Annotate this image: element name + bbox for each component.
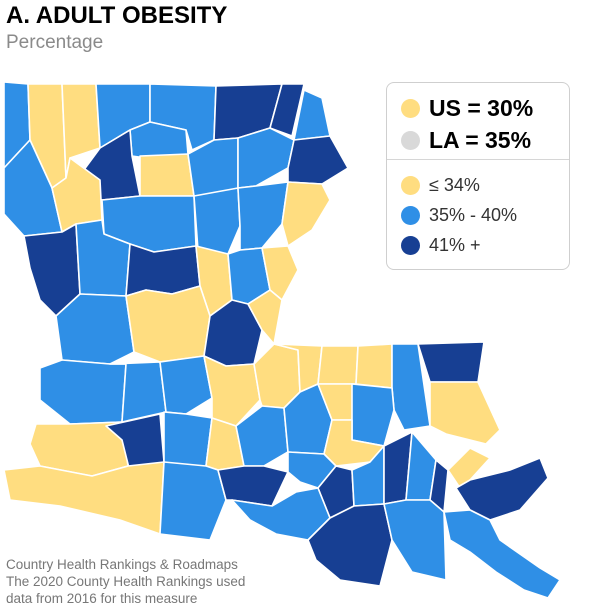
parish-p-c3 xyxy=(139,153,195,197)
parish-p-c10 xyxy=(125,243,201,297)
parish-p-e10 xyxy=(429,381,501,445)
parish-p-c8 xyxy=(193,187,241,255)
parish-p-w5 xyxy=(55,293,135,365)
legend-low-label: ≤ 34% xyxy=(429,175,480,195)
legend-mid-swatch xyxy=(401,206,420,225)
parish-p-e6 xyxy=(317,345,359,385)
legend-us-label: US = 30% xyxy=(429,95,534,121)
parish-p-c13 xyxy=(125,285,211,363)
parish-p-e2 xyxy=(261,245,299,301)
legend-la-swatch xyxy=(401,131,420,150)
legend: US = 30% LA = 35% ≤ 34% 35% - 40% 41% + xyxy=(386,82,570,270)
legend-us-row: US = 30% xyxy=(401,95,533,122)
parish-p-b3 xyxy=(217,465,289,507)
legend-la-row: LA = 35% xyxy=(401,127,531,154)
parish-p-co3 xyxy=(383,499,447,581)
parish-p-c6 xyxy=(287,135,349,185)
parish-p-c5 xyxy=(237,127,295,189)
parish-p-w6 xyxy=(39,359,127,425)
map-subtitle: Percentage xyxy=(6,32,104,53)
legend-mid-label: 35% - 40% xyxy=(429,205,518,225)
source-line-3: data from 2016 for this measure xyxy=(6,591,198,606)
legend-bin-high: 41% + xyxy=(401,235,481,256)
legend-divider xyxy=(387,159,569,160)
source-line-2: The 2020 County Health Rankings used xyxy=(6,574,246,589)
parish-p-c17 xyxy=(203,355,261,427)
map-title: A. ADULT OBESITY xyxy=(6,2,228,29)
legend-la-label: LA = 35% xyxy=(429,127,532,153)
parish-p-n2 xyxy=(61,83,101,179)
legend-low-swatch xyxy=(401,176,420,195)
parish-p-e9 xyxy=(417,341,485,383)
source-note: Country Health Rankings & Roadmaps The 2… xyxy=(6,556,245,607)
parish-p-c16 xyxy=(159,355,213,415)
parish-p-e3 xyxy=(247,289,283,345)
parish-p-e7 xyxy=(355,343,393,389)
parish-p-b2 xyxy=(159,461,227,541)
legend-bin-mid: 35% - 40% xyxy=(401,205,517,226)
legend-bin-low: ≤ 34% xyxy=(401,175,480,196)
legend-high-label: 41% + xyxy=(429,235,481,255)
legend-us-swatch xyxy=(401,99,420,118)
parish-p-s5 xyxy=(351,383,395,447)
parish-p-c9 xyxy=(237,181,289,251)
parish-p-n6 xyxy=(269,83,305,137)
source-line-1: Country Health Rankings & Roadmaps xyxy=(6,557,238,572)
parish-p-e1 xyxy=(281,181,331,247)
parish-p-co4 xyxy=(443,509,561,599)
legend-high-swatch xyxy=(401,236,420,255)
parish-p-b10 xyxy=(447,447,491,489)
